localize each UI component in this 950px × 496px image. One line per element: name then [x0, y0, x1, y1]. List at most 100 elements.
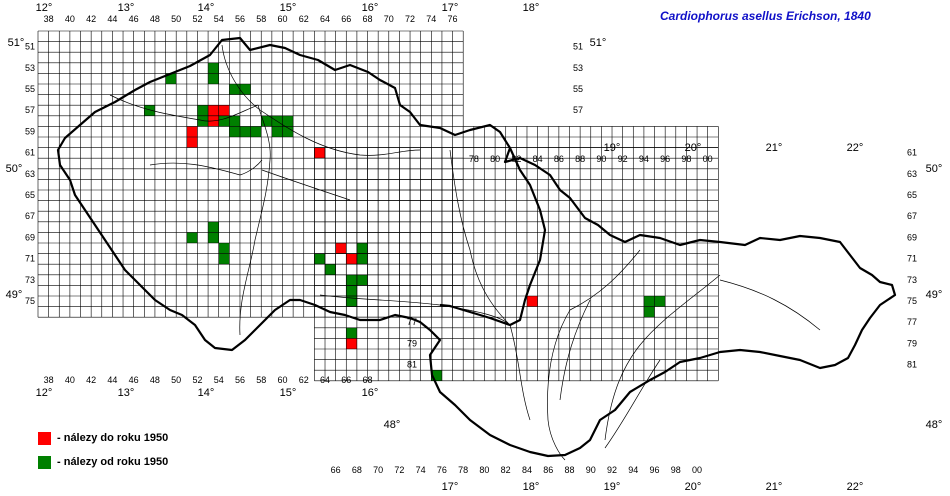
row-label-right: 75 — [907, 296, 917, 306]
row-label-left: 59 — [25, 126, 35, 136]
col-label-top: 58 — [256, 14, 266, 24]
longitude-label-top: 14° — [198, 2, 215, 14]
col-label-sk-bottom: 76 — [437, 465, 447, 475]
longitude-label-top: 12° — [36, 2, 53, 14]
row-label-right: 65 — [907, 190, 917, 200]
row-label-left: 53 — [25, 63, 35, 73]
record-cell-post1950 — [186, 232, 198, 243]
longitude-label-sk-top: 21° — [766, 142, 783, 154]
river-ipel — [604, 359, 661, 449]
col-label-sk-bottom: 66 — [331, 465, 341, 475]
record-cell-post1950 — [346, 285, 357, 296]
col-label-cz-bottom: 66 — [341, 375, 351, 385]
col-label-sk-bottom: 86 — [543, 465, 553, 475]
col-label-cz-bottom: 54 — [214, 375, 224, 385]
latitude-label-right: 48° — [926, 419, 943, 431]
longitude-label-sk-bottom: 18° — [523, 481, 540, 493]
longitude-label-top: 16° — [362, 2, 379, 14]
record-cell-post1950 — [271, 126, 283, 137]
legend-swatch-green — [38, 455, 51, 469]
record-cell-post1950 — [229, 115, 240, 127]
col-label-sk-bottom: 78 — [458, 465, 468, 475]
cz-sk-border — [439, 147, 547, 327]
col-label-top: 66 — [341, 14, 351, 24]
longitude-label-sk-bottom: 21° — [766, 481, 783, 493]
longitude-label-bottom: 13° — [118, 387, 135, 399]
row-label-sk-left: 77 — [407, 317, 417, 327]
record-cell-post1950 — [208, 73, 219, 84]
legend-label-post1950: - nálezy od roku 1950 — [57, 456, 169, 468]
latitude-label-left: 50° — [6, 163, 23, 175]
record-cell-pre1950 — [186, 137, 198, 148]
row-label-right: 77 — [907, 317, 917, 327]
river-ohre — [109, 94, 259, 122]
record-cell-post1950 — [218, 253, 230, 265]
record-cell-post1950 — [654, 296, 666, 307]
col-label-top: 74 — [426, 14, 436, 24]
col-label-sk-top: 82 — [511, 154, 521, 164]
river-elbe — [221, 44, 421, 156]
row-label-right: 61 — [907, 148, 917, 158]
longitude-label-sk-bottom: 20° — [685, 481, 702, 493]
border-layer — [56, 36, 897, 458]
col-label-top: 70 — [384, 14, 394, 24]
col-label-cz-bottom: 44 — [107, 375, 117, 385]
row-label-right: 81 — [907, 360, 917, 370]
col-label-sk-top: 90 — [596, 154, 606, 164]
latitude-label-right: 51° — [590, 37, 607, 49]
row-label-right: 69 — [907, 232, 917, 242]
longitude-label-bottom: 12° — [36, 387, 53, 399]
row-label-cz-right: 55 — [573, 84, 583, 94]
col-label-sk-bottom: 98 — [671, 465, 681, 475]
row-label-left: 69 — [25, 232, 35, 242]
col-label-sk-bottom: 88 — [564, 465, 574, 475]
col-label-cz-bottom: 50 — [171, 375, 181, 385]
col-label-cz-bottom: 46 — [129, 375, 139, 385]
col-label-sk-bottom: 96 — [650, 465, 660, 475]
longitude-label-top: 13° — [118, 2, 135, 14]
col-label-top: 38 — [44, 14, 54, 24]
col-label-cz-bottom: 58 — [256, 375, 266, 385]
map-title: Cardiophorus asellus Erichson, 1840 — [660, 9, 871, 23]
longitude-label-sk-top: 22° — [847, 142, 864, 154]
record-cell-post1950 — [165, 73, 177, 84]
record-cell-pre1950 — [346, 338, 357, 349]
row-label-left: 71 — [25, 254, 35, 264]
col-label-cz-bottom: 64 — [320, 375, 330, 385]
row-label-left: 51 — [25, 42, 35, 52]
col-label-sk-bottom: 72 — [394, 465, 404, 475]
row-label-right: 67 — [907, 211, 917, 221]
col-label-sk-top: 98 — [681, 154, 691, 164]
longitude-label-sk-bottom: 19° — [604, 481, 621, 493]
row-label-left: 63 — [25, 169, 35, 179]
longitude-label-top: 15° — [280, 2, 297, 14]
state-border — [56, 36, 897, 458]
longitude-label-sk-bottom: 17° — [442, 481, 459, 493]
record-cell-pre1950 — [218, 105, 230, 116]
col-label-top: 50 — [171, 14, 181, 24]
col-label-top: 48 — [150, 14, 160, 24]
latitude-label-left: 48° — [384, 419, 401, 431]
col-label-top: 52 — [192, 14, 202, 24]
legend-label-pre1950: - nálezy do roku 1950 — [57, 432, 169, 444]
row-label-left: 67 — [25, 211, 35, 221]
col-label-sk-bottom: 94 — [628, 465, 638, 475]
record-cell-post1950 — [239, 126, 251, 137]
col-label-cz-bottom: 38 — [44, 375, 54, 385]
col-label-sk-top: 86 — [554, 154, 564, 164]
col-label-sk-bottom: 80 — [479, 465, 489, 475]
record-cell-post1950 — [197, 115, 209, 127]
col-label-cz-bottom: 40 — [65, 375, 75, 385]
record-cell-pre1950 — [346, 253, 357, 265]
col-label-sk-bottom: 90 — [586, 465, 596, 475]
record-cell-post1950 — [229, 126, 240, 137]
latitude-label-right: 49° — [926, 289, 943, 301]
record-cell-pre1950 — [314, 147, 326, 159]
longitude-label-bottom: 15° — [280, 387, 297, 399]
col-label-cz-bottom: 68 — [363, 375, 373, 385]
col-label-cz-bottom: 48 — [150, 375, 160, 385]
row-label-sk-left: 79 — [407, 338, 417, 348]
legend-swatch-red — [38, 431, 51, 445]
latitude-label-right: 50° — [926, 163, 943, 175]
col-label-sk-bottom: 82 — [501, 465, 511, 475]
